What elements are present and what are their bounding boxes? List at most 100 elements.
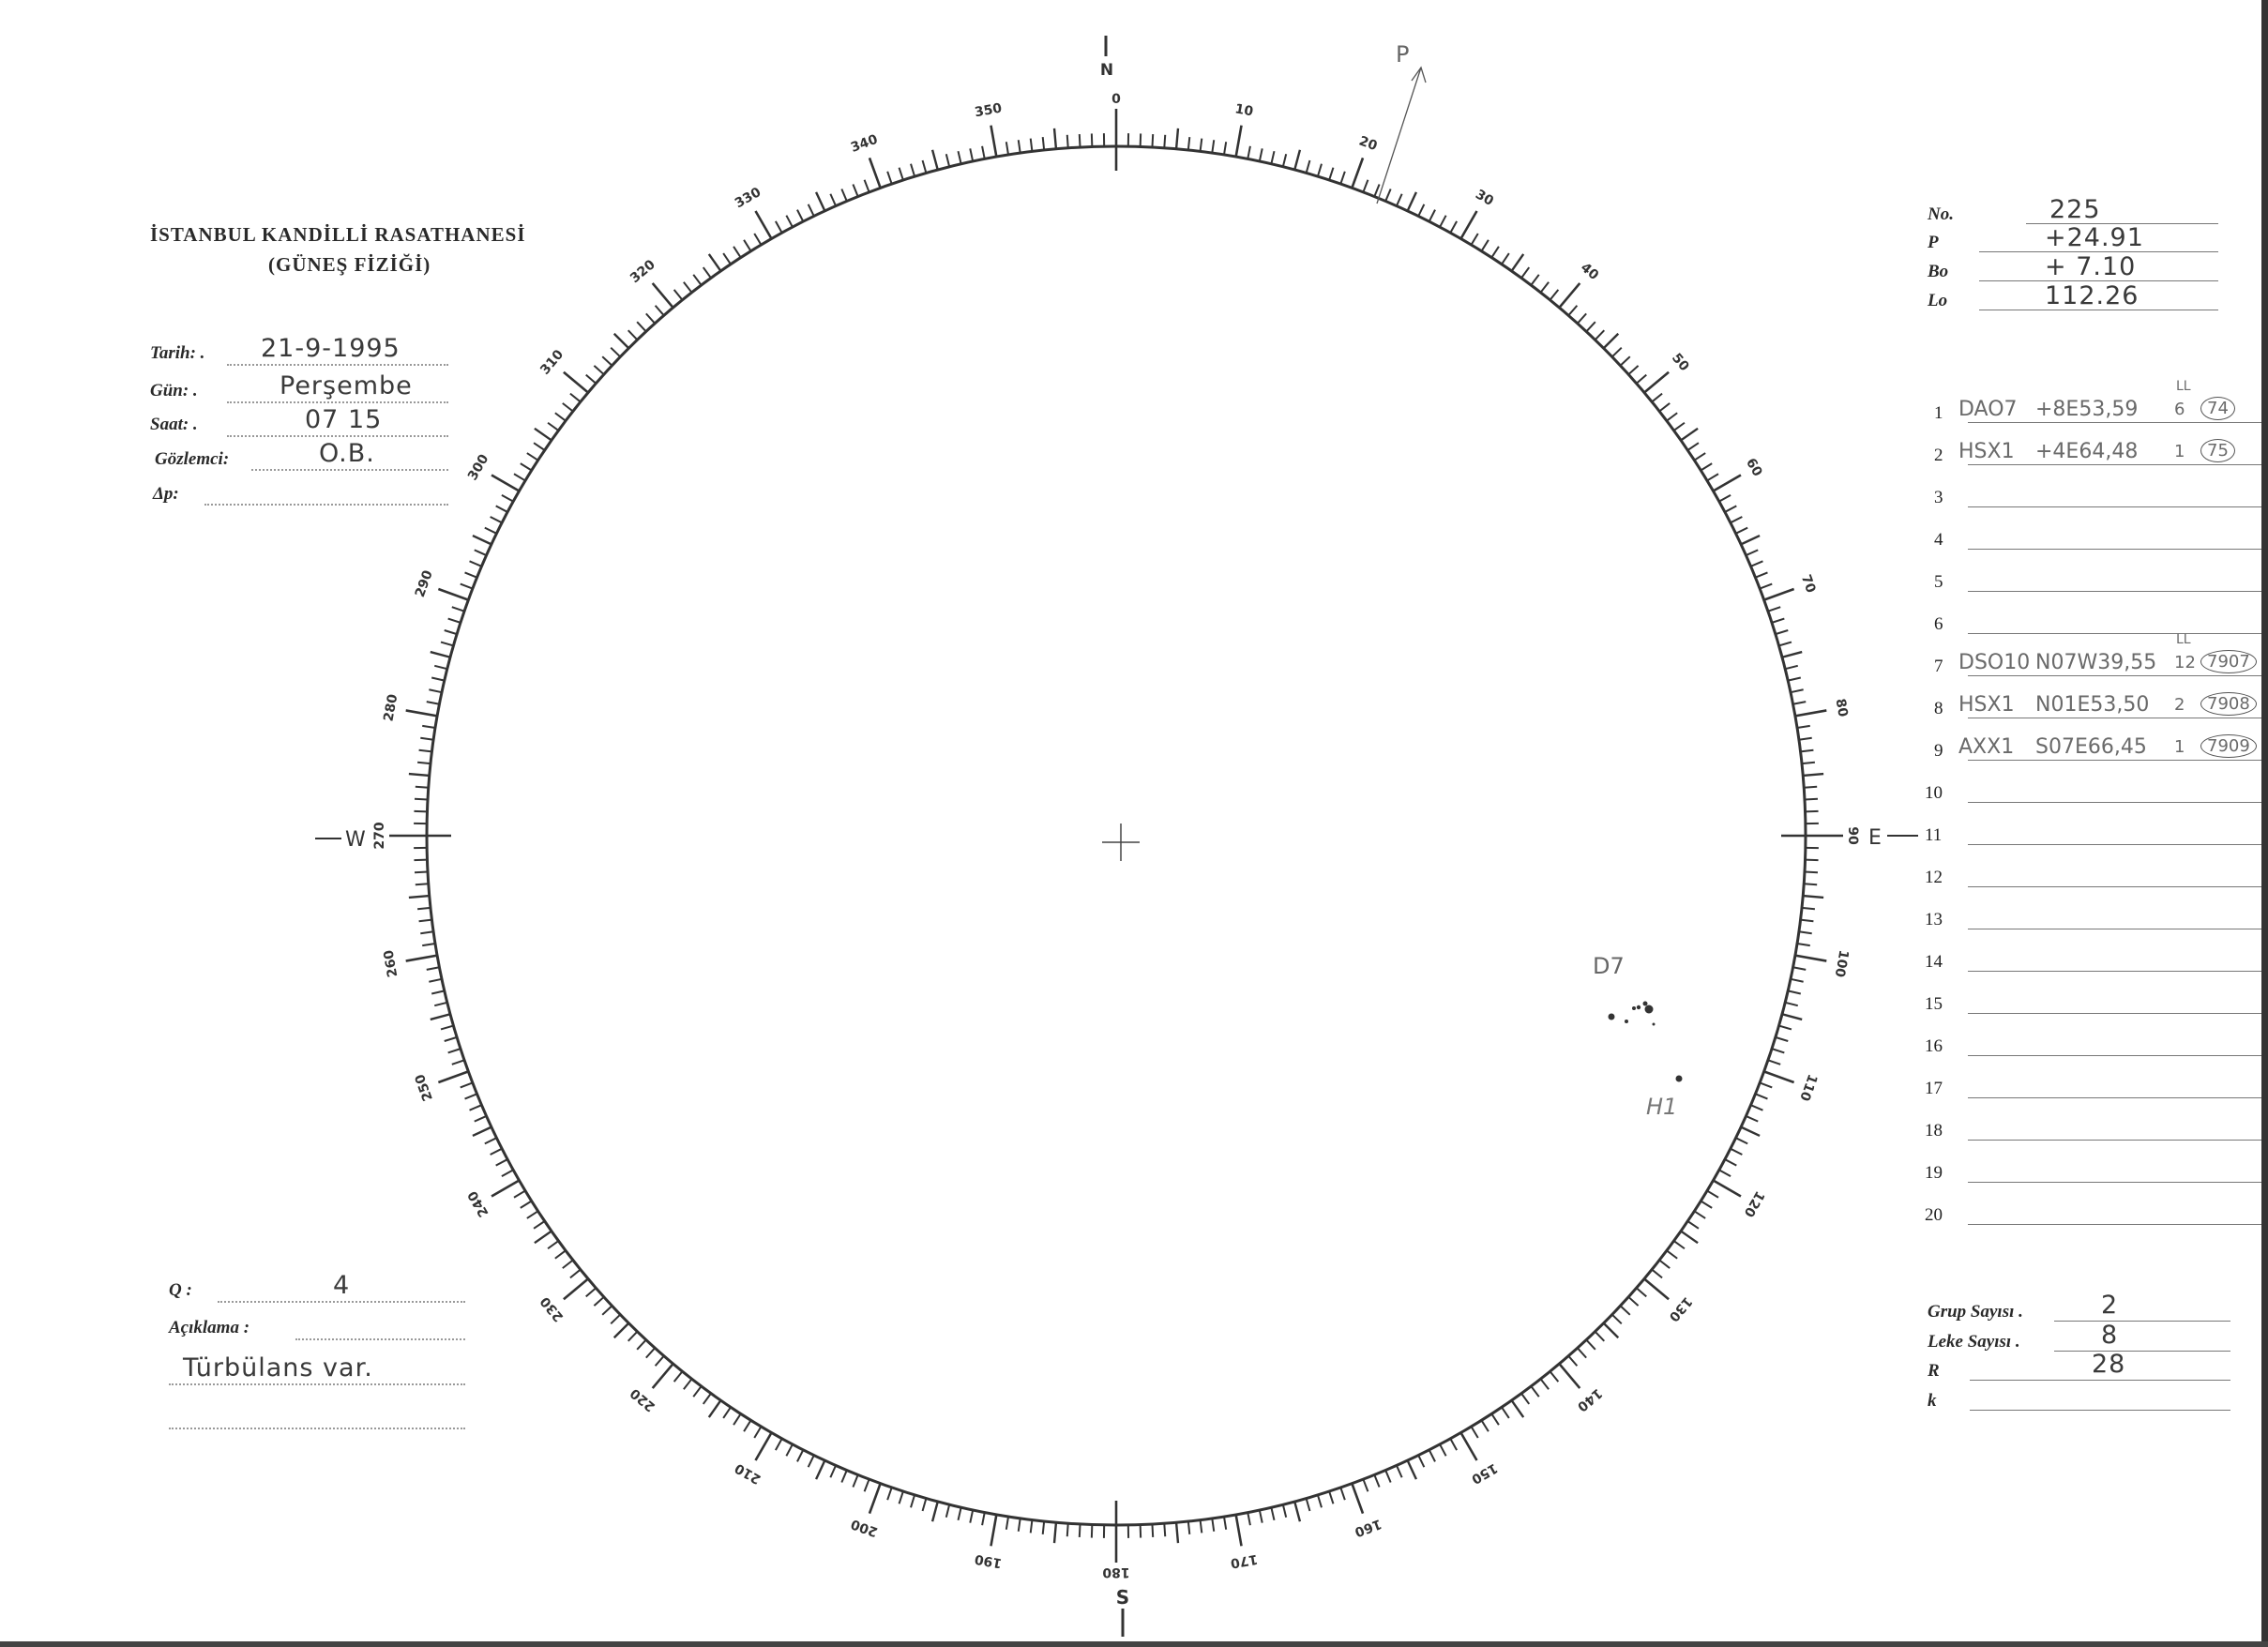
group-position[interactable]: +4E64,48 — [2035, 440, 2139, 463]
stat-value[interactable]: 28 — [2092, 1350, 2126, 1379]
degree-tick — [702, 266, 712, 279]
degree-tick — [437, 1070, 469, 1084]
degree-tick — [1247, 1512, 1251, 1526]
degree-tick — [429, 688, 443, 694]
degree-tick — [1686, 1220, 1700, 1230]
note-text[interactable]: Türbülans var. — [183, 1353, 373, 1383]
row-line — [1968, 633, 2261, 634]
degree-tick — [1781, 650, 1803, 658]
group-number[interactable]: 7908 — [2200, 691, 2257, 716]
degree-tick — [1611, 1313, 1623, 1325]
gozlemci-value[interactable]: O.B. — [319, 439, 375, 468]
group-class[interactable]: DSO10 — [1958, 651, 2031, 674]
group-position[interactable]: S07E66,45 — [2035, 735, 2147, 759]
parameter-value[interactable]: +24.91 — [2045, 223, 2144, 252]
group-class[interactable]: AXX1 — [1958, 735, 2015, 759]
parameter-label: P — [1928, 233, 1939, 252]
row-number: 18 — [1925, 1121, 1943, 1141]
degree-tick — [534, 1230, 552, 1245]
degree-tick — [1740, 534, 1761, 546]
degree-tick — [612, 332, 630, 350]
degree-tick — [469, 560, 482, 567]
degree-tick — [1706, 473, 1719, 482]
degree-tick — [743, 1419, 752, 1432]
degree-tick — [692, 1385, 703, 1398]
degree-tick — [1041, 1520, 1046, 1535]
saat-value[interactable]: 07 15 — [305, 405, 383, 434]
degree-tick — [1428, 1449, 1436, 1462]
p-axis-label: P — [1396, 41, 1409, 68]
degree-tick — [945, 1503, 951, 1518]
degree-tick — [1373, 184, 1381, 197]
q-value[interactable]: 4 — [333, 1271, 351, 1300]
degree-tick — [627, 329, 639, 340]
sunspot — [1644, 1005, 1654, 1014]
solar-limb-circle — [425, 144, 1807, 1527]
degree-tick — [707, 1399, 722, 1418]
parameter-line — [2026, 223, 2218, 224]
row-number: 13 — [1925, 910, 1943, 929]
degree-label: 320 — [627, 257, 658, 286]
group-number[interactable]: 7909 — [2200, 733, 2257, 758]
stat-value[interactable]: 2 — [2101, 1291, 2119, 1320]
degree-tick — [1594, 329, 1606, 340]
row-line — [1968, 506, 2261, 507]
degree-tick — [495, 505, 508, 513]
degree-tick — [460, 1081, 474, 1089]
degree-tick — [957, 150, 962, 165]
degree-tick — [1750, 560, 1763, 567]
parameter-value[interactable]: + 7.10 — [2045, 252, 2137, 281]
degree-label: 350 — [974, 100, 1004, 120]
degree-tick — [418, 748, 432, 753]
degree-tick — [495, 1158, 508, 1167]
stat-value[interactable]: 8 — [2101, 1321, 2119, 1350]
degree-tick — [1746, 1115, 1759, 1123]
degree-tick — [562, 1259, 574, 1269]
degree-tick — [886, 171, 893, 185]
degree-tick — [722, 1406, 732, 1419]
degree-tick — [1384, 189, 1392, 202]
degree-tick — [1750, 1104, 1763, 1111]
observatory-title: İSTANBUL KANDİLLİ RASATHANESİ — [150, 223, 526, 246]
degree-tick — [1501, 252, 1510, 265]
gun-line — [227, 401, 448, 403]
degree-tick — [651, 282, 674, 309]
saat-label: Saat: . — [150, 415, 198, 434]
group-position[interactable]: +8E53,59 — [2035, 398, 2139, 421]
group-class[interactable]: HSX1 — [1958, 693, 2015, 717]
group-class[interactable]: HSX1 — [1958, 440, 2015, 463]
group-number[interactable]: 74 — [2200, 396, 2235, 420]
degree-tick — [472, 534, 492, 546]
tarih-value[interactable]: 21-9-1995 — [261, 334, 401, 363]
parameter-value[interactable]: 112.26 — [2045, 281, 2139, 310]
degree-tick — [1362, 179, 1369, 193]
group-count[interactable]: 6 — [2174, 400, 2185, 419]
degree-tick — [1804, 785, 1818, 789]
group-number[interactable]: 7907 — [2200, 649, 2257, 673]
degree-tick — [416, 906, 431, 911]
parameter-value[interactable]: 225 — [2049, 195, 2101, 224]
gun-value[interactable]: Perşembe — [280, 371, 413, 400]
group-count[interactable]: 1 — [2174, 442, 2185, 461]
group-count[interactable]: 12 — [2174, 653, 2196, 672]
row-line — [1968, 591, 2261, 592]
degree-tick — [1316, 163, 1323, 177]
group-class[interactable]: DAO7 — [1958, 398, 2018, 421]
group-count[interactable]: 2 — [2174, 695, 2185, 715]
degree-tick — [1470, 233, 1479, 246]
group-position[interactable]: N07W39,55 — [2035, 651, 2157, 674]
degree-tick — [1794, 709, 1827, 718]
degree-tick — [1767, 1059, 1781, 1065]
group-number[interactable]: 75 — [2200, 438, 2235, 462]
group-count[interactable]: 1 — [2174, 737, 2185, 757]
delta-p-line — [204, 504, 448, 506]
degree-tick — [1775, 1035, 1789, 1042]
degree-tick — [447, 617, 461, 624]
degree-tick — [636, 321, 647, 333]
row-number: 3 — [1934, 488, 1943, 507]
degree-label: 330 — [733, 185, 764, 212]
group-position[interactable]: N01E53,50 — [2035, 693, 2150, 717]
sunspot — [1652, 1022, 1656, 1026]
degree-tick — [1558, 1363, 1581, 1389]
